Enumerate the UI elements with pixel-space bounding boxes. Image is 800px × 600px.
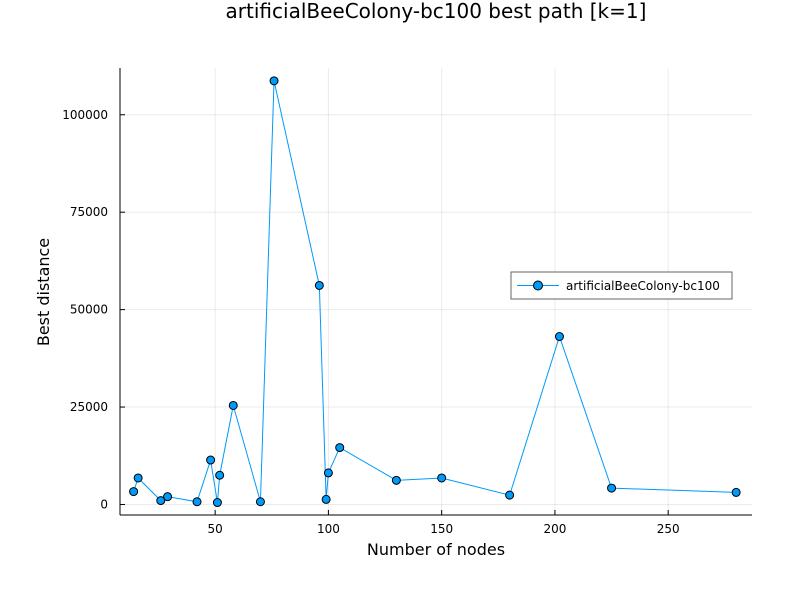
chart-title: artificialBeeColony-bc100 best path [k=1… [226, 0, 647, 23]
data-point [391, 475, 401, 485]
data-point [192, 497, 202, 507]
data-point [133, 473, 143, 483]
data-point [505, 490, 515, 500]
data-point [321, 494, 331, 504]
data-point [323, 468, 333, 478]
x-axis-label: Number of nodes [367, 540, 505, 559]
data-point [163, 492, 173, 502]
data-point [314, 280, 324, 290]
x-tick-label: 200 [543, 522, 566, 536]
data-point [129, 487, 139, 497]
y-axis-label: Best distance [34, 238, 53, 346]
y-tick-label: 0 [100, 497, 108, 511]
x-tick-label: 100 [317, 522, 340, 536]
series [129, 76, 741, 508]
data-point [156, 496, 166, 506]
tick-labels: 50 100 150 200 250 0 25000 50000 75000 100000 [62, 108, 679, 536]
data-point [212, 498, 222, 508]
data-point [215, 470, 225, 480]
legend-marker [533, 280, 543, 291]
data-point [206, 455, 216, 465]
data-point [607, 483, 617, 493]
legend: artificialBeeColony-bc100 [510, 271, 733, 300]
x-tick-label: 150 [430, 522, 453, 536]
x-tick-label: 250 [657, 522, 680, 536]
data-point [554, 332, 564, 342]
y-tick-label: 75000 [70, 205, 108, 219]
y-tick-label: 100000 [62, 108, 108, 122]
data-point [228, 400, 238, 410]
data-point [255, 497, 265, 507]
x-tick-label: 50 [207, 522, 222, 536]
axes [119, 68, 752, 516]
data-point [269, 76, 279, 86]
data-point [335, 443, 345, 453]
data-point [731, 487, 741, 497]
y-tick-label: 50000 [70, 303, 108, 317]
y-tick-label: 25000 [70, 400, 108, 414]
data-point [437, 473, 447, 483]
legend-label: artificialBeeColony-bc100 [566, 279, 720, 293]
